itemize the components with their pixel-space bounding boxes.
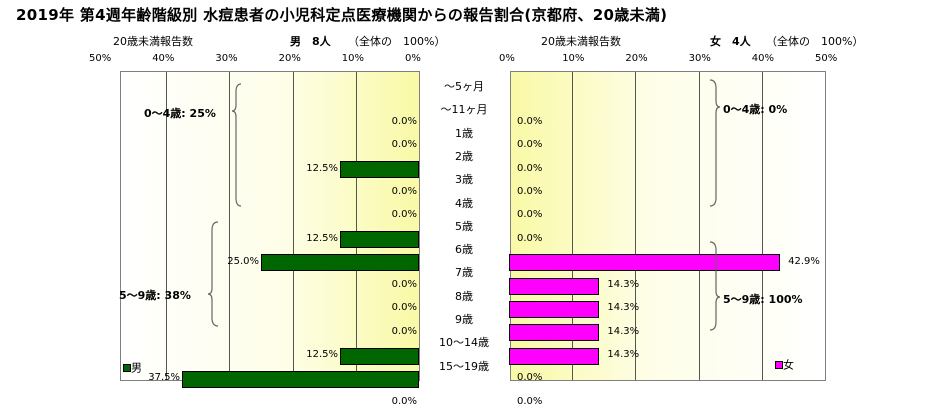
- male-gridline: [355, 72, 357, 380]
- female-tick-label: 30%: [688, 53, 711, 64]
- male-value-label: 12.5%: [306, 232, 338, 244]
- age-label: 6歳: [455, 243, 473, 257]
- chart-title: 2019年 第4週年齢階級別 水痘患者の小児科定点医療機関からの報告割合(京都府…: [16, 6, 668, 24]
- male-bar: [340, 231, 419, 248]
- male-value-label: 0.0%: [391, 302, 417, 314]
- female-legend-label: 女: [783, 358, 794, 372]
- female-tick-label: 20%: [625, 53, 648, 64]
- male-axis-label: 20歳未満報告数: [113, 35, 193, 48]
- age-label: 7歳: [455, 266, 473, 280]
- male-value-label: 0.0%: [391, 139, 417, 151]
- male-legend: 男: [123, 357, 142, 376]
- female-bar: [509, 300, 600, 318]
- female-bar: [509, 324, 600, 342]
- female-gridline: [698, 72, 700, 380]
- female-tick-label: 50%: [815, 53, 838, 64]
- male-bar: [182, 370, 419, 388]
- female-bracket-5-9: [709, 241, 721, 331]
- female-bar: [509, 277, 600, 295]
- male-gridline: [229, 72, 231, 380]
- age-label: ～11ヶ月: [440, 103, 488, 117]
- male-value-label: 0.0%: [391, 116, 417, 127]
- male-plot-area: [120, 71, 420, 381]
- female-bracket-0-4: [709, 79, 721, 207]
- male-bracket-0-4: [231, 83, 242, 207]
- female-group-label-5-9: 5～9歳: 100%: [723, 293, 803, 306]
- female-bar: [509, 254, 781, 272]
- female-value-label: 0.0%: [517, 232, 543, 244]
- female-gridline: [761, 72, 763, 380]
- female-value-label: 14.3%: [607, 279, 640, 291]
- male-tick-label: 40%: [152, 53, 175, 64]
- female-legend: 女: [775, 354, 794, 373]
- female-value-label: 0.0%: [517, 116, 543, 127]
- female-tick-label: 0%: [499, 53, 515, 64]
- male-gridline: [292, 72, 294, 380]
- female-bar: [509, 347, 600, 365]
- age-label: 3歳: [455, 173, 473, 187]
- male-value-label: 0.0%: [391, 185, 417, 197]
- female-axis-label: 20歳未満報告数: [541, 35, 621, 48]
- age-label: 9歳: [455, 313, 473, 326]
- male-tick-label: 20%: [278, 53, 301, 64]
- female-value-label: 0.0%: [517, 162, 543, 174]
- age-label: 1歳: [455, 126, 473, 140]
- male-value-label: 37.5%: [148, 372, 180, 384]
- male-group-label-5-9: 5～9歳: 38%: [119, 289, 191, 302]
- female-tick-label: 40%: [751, 53, 775, 64]
- male-bracket-5-9: [207, 221, 219, 327]
- female-gridline: [572, 72, 574, 380]
- male-bar: [340, 347, 419, 365]
- age-label: 10～14歳: [439, 336, 489, 350]
- male-value-label: 25.0%: [227, 255, 259, 267]
- female-value-label: 14.3%: [607, 325, 640, 337]
- age-label: 5歳: [455, 219, 473, 233]
- male-value-label: 0.0%: [391, 209, 417, 221]
- female-value-label: 0.0%: [517, 372, 543, 384]
- male-value-label: 0.0%: [391, 279, 417, 291]
- female-value-label: 0.0%: [517, 395, 543, 407]
- male-legend-label: 男: [131, 361, 142, 375]
- female-legend-swatch: [775, 360, 783, 369]
- male-gridline: [166, 72, 168, 380]
- male-legend-swatch: [123, 363, 131, 372]
- male-bar: [261, 254, 419, 272]
- male-value-label: 12.5%: [306, 349, 338, 360]
- age-label: 15～19歳: [439, 359, 489, 373]
- female-group-label-0-4: 0～4歳: 0%: [723, 103, 788, 116]
- male-value-label: 12.5%: [306, 162, 338, 174]
- male-tick-label: 10%: [341, 53, 365, 64]
- age-label: 8歳: [455, 289, 473, 303]
- age-label: 2歳: [455, 149, 473, 163]
- female-value-label: 0.0%: [517, 209, 543, 221]
- female-value-label: 0.0%: [517, 185, 543, 197]
- female-value-label: 14.3%: [607, 302, 640, 314]
- male-total-label: （全体の 100%）: [348, 35, 446, 48]
- female-total-label: （全体の 100%）: [766, 35, 864, 48]
- male-tick-label: 0%: [405, 53, 421, 64]
- age-label: ～5ヶ月: [444, 80, 484, 93]
- male-tick-label: 30%: [215, 53, 238, 64]
- female-header: 女 4人: [710, 35, 751, 48]
- female-plot-area: [510, 71, 826, 381]
- male-tick-label: 50%: [89, 53, 112, 64]
- male-bar: [340, 161, 419, 179]
- age-label: 4歳: [455, 196, 473, 210]
- male-group-label-0-4: 0～4歳: 25%: [144, 107, 216, 120]
- male-value-label: 0.0%: [391, 325, 417, 337]
- female-tick-label: 10%: [562, 53, 585, 64]
- female-gridline: [635, 72, 637, 380]
- female-value-label: 14.3%: [607, 349, 640, 360]
- female-value-label: 42.9%: [788, 255, 820, 267]
- female-value-label: 0.0%: [517, 139, 543, 151]
- male-value-label: 0.0%: [391, 395, 417, 407]
- male-header: 男 8人: [290, 35, 331, 48]
